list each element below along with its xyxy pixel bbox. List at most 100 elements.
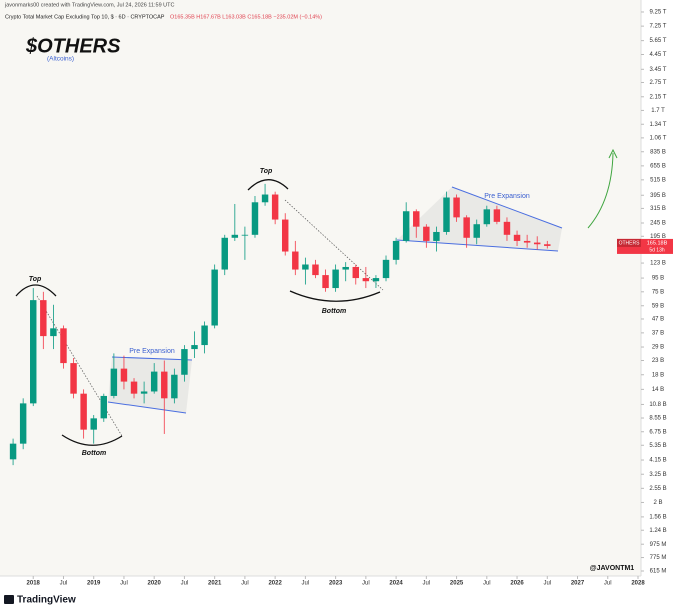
candle-body: [392, 240, 400, 260]
y-tick-label: 47 B: [652, 317, 664, 323]
x-tick-label: 2027: [571, 581, 585, 587]
trend-line: [451, 186, 563, 229]
x-tick-label: 2024: [389, 581, 403, 587]
annotation: Bottom: [322, 308, 347, 315]
x-tick-label: Jul: [302, 581, 310, 587]
candle-body: [261, 194, 269, 203]
trend-line: [107, 401, 187, 414]
annotation: Bottom: [82, 450, 107, 457]
candle-body: [423, 226, 430, 241]
y-tick-label: 5.65 T: [650, 38, 667, 44]
candle-body: [523, 240, 531, 243]
arc: [247, 179, 289, 191]
candle-body: [362, 278, 370, 282]
y-tick-label: 75 B: [652, 289, 664, 295]
last-price-label: 165.18B: [647, 240, 668, 246]
y-tick-label: 6.75 B: [649, 429, 666, 435]
y-tick-label: 2.55 B: [649, 486, 666, 492]
ohlc: O165.35B H167.67B L163.03B C165.18B −235…: [170, 14, 322, 20]
annotation: Top: [260, 168, 273, 175]
x-tick-label: 2025: [450, 581, 464, 587]
candle-body: [251, 202, 259, 235]
candle-body: [181, 349, 188, 375]
x-tick-label: Jul: [604, 581, 612, 587]
y-tick-label: 5.35 B: [649, 443, 666, 449]
y-tick-label: 1.34 T: [650, 122, 667, 128]
y-tick-label: 615 M: [650, 569, 667, 575]
plot-area: [0, 0, 641, 576]
watermark: @JAVONTM1: [590, 565, 635, 572]
y-tick-label: 4.45 T: [650, 52, 667, 58]
candle-body: [443, 197, 450, 232]
candle-body: [322, 275, 329, 289]
last-price-symbol: OTHERS: [619, 240, 641, 246]
x-tick-label: Jul: [362, 581, 370, 587]
last-price-symbol-box: [617, 238, 641, 247]
candle-body: [30, 300, 37, 404]
candle-body: [332, 269, 339, 289]
candle-body: [100, 395, 108, 419]
range-box: [108, 357, 192, 413]
candle-body: [40, 300, 47, 337]
arc: [15, 284, 57, 297]
y-tick-label: 195 B: [650, 234, 666, 240]
x-tick-label: Jul: [60, 581, 68, 587]
x-tick-label: 2021: [208, 581, 222, 587]
candle-body: [493, 209, 501, 222]
candle-body: [9, 443, 17, 460]
y-tick-label: 9.25 T: [650, 10, 667, 16]
y-tick-label: 59 B: [652, 303, 664, 309]
x-tick-label: 2020: [148, 581, 162, 587]
candle-body: [191, 345, 198, 350]
candle-body: [161, 371, 168, 399]
x-tick-label: 2018: [27, 581, 41, 587]
candle-body: [402, 211, 410, 241]
y-tick-label: 2.15 T: [650, 94, 667, 100]
x-tick-label: 2028: [631, 581, 645, 587]
y-tick-label: 29 B: [652, 345, 664, 351]
candle-body: [231, 234, 239, 238]
x-tick-label: Jul: [422, 581, 430, 587]
candle-body: [433, 231, 440, 241]
y-tick-label: 8.55 B: [649, 416, 666, 422]
dotted-line: [36, 295, 123, 437]
candle-body: [110, 368, 118, 396]
y-tick-label: 2 B: [653, 500, 662, 506]
candle-body: [130, 381, 138, 394]
candle-body: [312, 264, 319, 276]
x-tick-label: Jul: [120, 581, 128, 587]
x-tick-label: Jul: [543, 581, 551, 587]
candle-body: [292, 251, 299, 270]
y-tick-label: 2.75 T: [650, 80, 667, 86]
y-tick-label: 123 B: [650, 261, 666, 267]
y-tick-label: 3.25 B: [649, 472, 666, 478]
arrow-head: [608, 148, 618, 159]
candle-body: [473, 224, 480, 238]
y-tick-label: 3.45 T: [650, 67, 667, 73]
y-tick-label: 37 B: [652, 330, 664, 336]
candle-body: [90, 418, 97, 430]
annotation: Top: [29, 276, 42, 283]
candle-body: [80, 393, 87, 430]
y-tick-label: 10.8 B: [649, 402, 666, 408]
candle-body: [171, 374, 178, 399]
y-tick-label: 1.06 T: [650, 135, 667, 141]
countdown: 5d 13h: [649, 247, 665, 253]
candle-body: [382, 259, 390, 279]
annotation: Pre Expansion: [129, 348, 175, 355]
candles: [9, 183, 551, 466]
y-tick-label: 95 B: [652, 276, 664, 282]
y-tick-label: 4.15 B: [649, 458, 666, 464]
x-tick-label: 2026: [510, 581, 524, 587]
y-tick-label: 655 B: [650, 163, 666, 169]
candle-body: [60, 328, 67, 364]
y-tick-label: 395 B: [650, 193, 666, 199]
candle-body: [352, 266, 360, 279]
candle-body: [221, 237, 228, 270]
y-tick-label: 1.24 B: [649, 528, 666, 534]
brand: TradingView: [17, 595, 76, 606]
x-tick-label: 2023: [329, 581, 343, 587]
candle-body: [211, 269, 218, 326]
candle-body: [513, 234, 521, 241]
